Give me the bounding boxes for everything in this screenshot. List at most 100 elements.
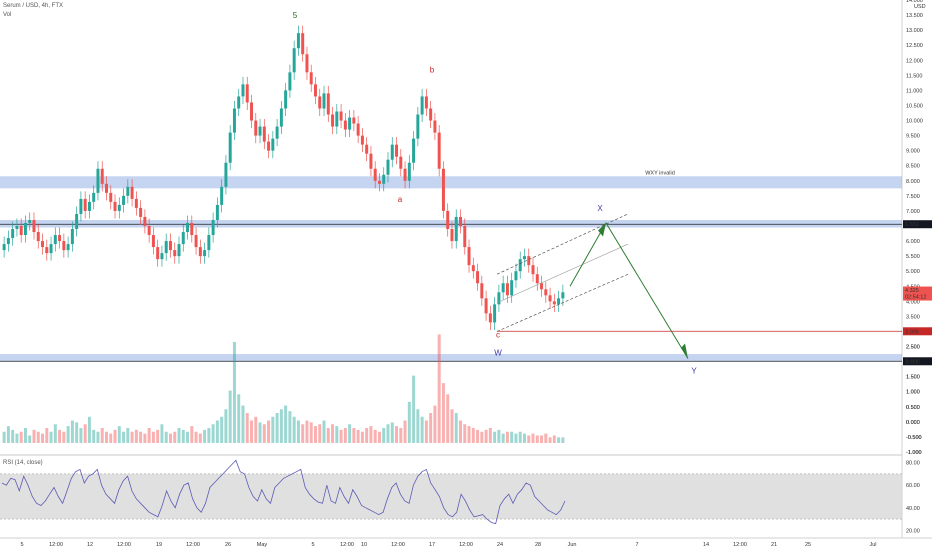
volume-bar [134,429,138,443]
volume-bar [493,431,497,443]
candle-body [403,168,407,181]
volume-bar [454,413,458,443]
wave-label: b [430,65,435,74]
candle-body [429,108,433,121]
volume-bar [412,375,416,443]
volume-bar [19,431,23,443]
candle-body [305,54,309,73]
volume-bar [32,429,36,443]
candle-body [250,102,254,121]
candle-body [220,186,224,205]
candle-body [288,72,292,91]
candle-body [335,111,339,127]
candle-body [301,33,305,55]
time-tick-label: 12:00 [49,542,63,548]
currency-label: USD [914,4,926,10]
price-tick-label: 12.000 [906,58,923,64]
volume-bar [203,429,207,443]
rsi-tick-label: 20.00 [906,528,920,534]
candle-body [232,108,236,133]
volume-bar [258,422,262,443]
volume-bar [510,431,514,443]
wave-label: c [496,330,500,339]
volume-bar [49,431,53,443]
price-tick-label: 0.000 [906,420,920,426]
volume-bar [467,426,471,443]
candle-body [58,235,62,242]
countdown-text: 02:54:12 [905,295,926,301]
volume-bar [377,431,381,443]
candle-body [552,301,556,305]
candle-body [28,219,32,223]
volume-bar [66,426,70,443]
candle-body [271,138,275,151]
candle-body [501,283,505,293]
volume-bar [514,433,518,443]
volume-bar [505,431,509,443]
candle-body [480,283,484,299]
price-tick-label: 14.000 [906,0,923,4]
volume-bar [194,431,198,443]
price-tick-label: 2.500 [906,345,920,351]
volume-bar [352,427,356,443]
volume-bar [215,420,219,443]
wave-label: W [494,349,502,358]
volume-bar [41,433,45,443]
candle-body [484,298,488,314]
candle-body [203,250,207,257]
candle-body [488,313,492,323]
volume-bar [207,427,211,443]
volume-bar [58,429,62,443]
volume-bar [518,431,522,443]
arrow-head [681,343,688,359]
time-tick-label: 25 [805,542,811,548]
symbol-title[interactable]: Serum / USD, 4h, FTX [3,3,64,9]
price-tick-label: 11.500 [906,73,922,79]
time-tick-label: 28 [535,542,541,548]
price-tag [903,220,932,229]
volume-legend[interactable]: Vol [3,12,12,18]
volume-bar [267,420,271,443]
candle-body [70,229,74,245]
volume-bar [360,431,364,443]
candle-body [399,156,403,169]
volume-bar [522,433,526,443]
time-tick-label: 14 [703,542,709,548]
volume-bar [382,427,386,443]
candle-body [459,216,462,226]
price-tag [903,327,932,336]
volume-bar [395,426,399,443]
time-tick-label: May [257,542,268,548]
candle-body [96,168,100,193]
price-tick-label: 13.000 [906,28,923,34]
candle-body [6,238,10,245]
candle-body [23,222,27,236]
price-tick-label: 10.500 [906,103,923,109]
candle-body [15,226,19,230]
price-tick-label: 5.000 [906,269,920,275]
volume-bar [168,433,172,443]
wave-label: Y [691,367,697,376]
volume-bar [83,424,87,443]
volume-bar [109,433,113,443]
candle-body [241,84,245,97]
rsi-legend[interactable]: RSI (14, close) [3,460,43,466]
wave-label: X [597,204,603,213]
candle-body [437,132,441,169]
volume-bar [53,424,57,443]
candle-body [130,186,134,199]
time-tick-label: 17 [429,542,435,548]
candle-body [245,84,249,103]
candle-body [518,259,522,272]
time-tick-label: 26 [225,542,231,548]
price-tick-label: 7.000 [906,209,920,215]
volume-bar [130,431,134,443]
price-tick-label: 3.500 [906,314,920,320]
price-tick-label: 9.000 [906,149,920,155]
price-tick-label: 12.500 [906,43,923,49]
price-tick-label: -0.500 [906,435,922,441]
candle-body [514,271,518,281]
volume-bar [96,431,100,443]
candle-body [343,120,347,130]
